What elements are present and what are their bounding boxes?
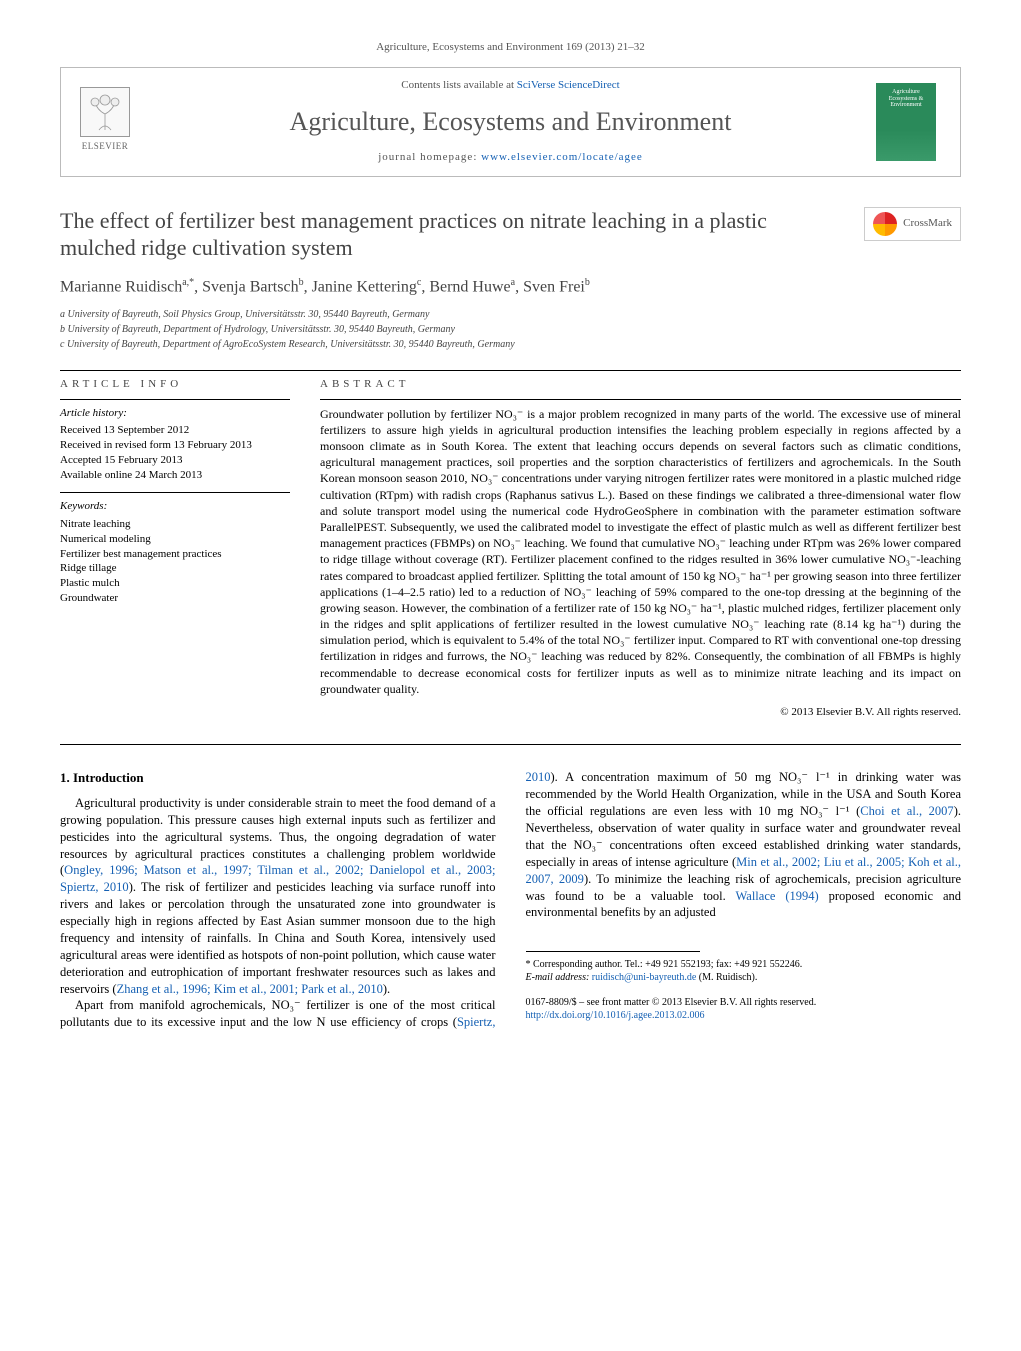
elsevier-logo: ELSEVIER (75, 87, 135, 157)
rule-top (60, 370, 961, 371)
author-3-affil: c (417, 277, 421, 288)
crossmark-label: CrossMark (903, 216, 952, 231)
elsevier-tree-icon (80, 87, 130, 137)
p1-citation-2[interactable]: Zhang et al., 1996; Kim et al., 2001; Pa… (117, 982, 383, 996)
author-2-affil: b (299, 277, 304, 288)
history-online: Available online 24 March 2013 (60, 468, 290, 483)
sciencedirect-link[interactable]: SciVerse ScienceDirect (517, 79, 620, 91)
keyword-3: Fertilizer best management practices (60, 547, 290, 562)
journal-cover-thumbnail: Agriculture Ecosystems & Environment (876, 83, 936, 161)
journal-homepage-link[interactable]: www.elsevier.com/locate/agee (481, 151, 643, 163)
crossmark-badge[interactable]: CrossMark (864, 207, 961, 241)
rule-bottom (60, 744, 961, 745)
footer-block: 0167-8809/$ – see front matter © 2013 El… (526, 996, 962, 1022)
corr-author-line: * Corresponding author. Tel.: +49 921 55… (526, 958, 962, 971)
keywords-rule (60, 492, 290, 493)
history-accepted: Accepted 15 February 2013 (60, 453, 290, 468)
body-columns: 1. Introduction Agricultural productivit… (60, 769, 961, 1031)
article-info-heading: article info (60, 377, 290, 392)
front-matter-line: 0167-8809/$ – see front matter © 2013 El… (526, 996, 962, 1009)
homepage-prefix: journal homepage: (378, 151, 481, 163)
affiliation-b: b University of Bayreuth, Department of … (60, 323, 961, 337)
author-list: Marianne Ruidischa,*, Svenja Bartschb, J… (60, 276, 961, 299)
p2-citation-4[interactable]: Wallace (1994) (735, 889, 818, 903)
email-label: E-mail address: (526, 972, 592, 983)
corr-email-line: E-mail address: ruidisch@uni-bayreuth.de… (526, 971, 962, 984)
author-4-affil: a (511, 277, 515, 288)
footnote-separator (526, 951, 700, 952)
publisher-logo-block: ELSEVIER (75, 87, 145, 157)
corr-email-link[interactable]: ruidisch@uni-bayreuth.de (592, 972, 696, 983)
p1-text-c: ). (383, 982, 390, 996)
author-5: Sven Frei (523, 278, 585, 295)
affiliation-a: a University of Bayreuth, Soil Physics G… (60, 308, 961, 322)
intro-paragraph-1: Agricultural productivity is under consi… (60, 795, 496, 998)
abstract-heading: abstract (320, 377, 961, 392)
author-1: Marianne Ruidisch (60, 278, 182, 295)
keyword-6: Groundwater (60, 591, 290, 606)
author-2: Svenja Bartsch (202, 278, 298, 295)
info-rule (60, 399, 290, 400)
abstract-copyright: © 2013 Elsevier B.V. All rights reserved… (320, 705, 961, 720)
keyword-2: Numerical modeling (60, 532, 290, 547)
author-4: Bernd Huwe (429, 278, 510, 295)
p2-citation-2[interactable]: Choi et al., 2007 (860, 804, 953, 818)
keyword-5: Plastic mulch (60, 576, 290, 591)
author-5-affil: b (585, 277, 590, 288)
corresponding-author-footnote: * Corresponding author. Tel.: +49 921 55… (526, 958, 962, 984)
journal-reference: Agriculture, Ecosystems and Environment … (60, 40, 961, 55)
history-revised: Received in revised form 13 February 201… (60, 438, 290, 453)
abstract-rule (320, 399, 961, 400)
journal-cover-block: Agriculture Ecosystems & Environment (876, 83, 946, 161)
abstract-text: Groundwater pollution by fertilizer NO₃⁻… (320, 406, 961, 697)
journal-header-center: Contents lists available at SciVerse Sci… (145, 78, 876, 165)
p1-text-b: ). The risk of fertilizer and pesticides… (60, 880, 496, 995)
info-abstract-row: article info Article history: Received 1… (60, 377, 961, 720)
article-title: The effect of fertilizer best management… (60, 207, 864, 262)
history-received: Received 13 September 2012 (60, 423, 290, 438)
contents-prefix: Contents lists available at (401, 79, 516, 91)
journal-homepage-line: journal homepage: www.elsevier.com/locat… (145, 150, 876, 165)
email-suffix: (M. Ruidisch). (696, 972, 757, 983)
journal-title: Agriculture, Ecosystems and Environment (145, 104, 876, 140)
doi-link[interactable]: http://dx.doi.org/10.1016/j.agee.2013.02… (526, 1010, 705, 1021)
abstract-column: abstract Groundwater pollution by fertil… (320, 377, 961, 720)
article-history-label: Article history: (60, 406, 290, 421)
keyword-1: Nitrate leaching (60, 517, 290, 532)
intro-heading: 1. Introduction (60, 769, 496, 787)
elsevier-wordmark: ELSEVIER (82, 140, 129, 153)
journal-header-box: ELSEVIER Contents lists available at Sci… (60, 67, 961, 176)
p2-text-a: Apart from manifold agrochemicals, NO₃⁻ … (60, 998, 496, 1029)
cover-thumb-text: Agriculture Ecosystems & Environment (879, 89, 933, 109)
keyword-4: Ridge tillage (60, 561, 290, 576)
author-1-affil: a,* (182, 277, 194, 288)
affiliations: a University of Bayreuth, Soil Physics G… (60, 308, 961, 352)
contents-lists-line: Contents lists available at SciVerse Sci… (145, 78, 876, 93)
author-3: Janine Kettering (312, 278, 417, 295)
article-info-column: article info Article history: Received 1… (60, 377, 290, 720)
title-row: The effect of fertilizer best management… (60, 207, 961, 262)
keywords-label: Keywords: (60, 499, 290, 514)
affiliation-c: c University of Bayreuth, Department of … (60, 338, 961, 352)
crossmark-icon (873, 212, 897, 236)
